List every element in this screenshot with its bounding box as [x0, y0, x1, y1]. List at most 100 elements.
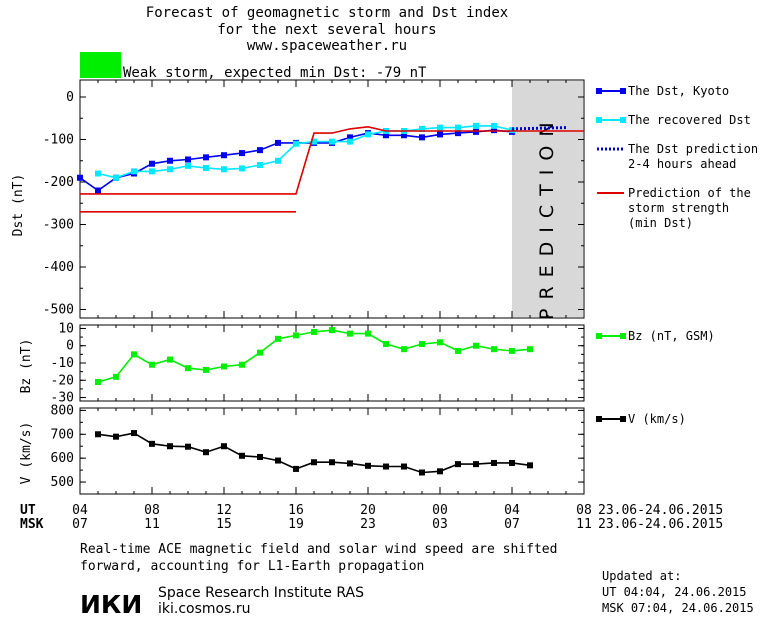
dst-series-0-point [167, 157, 173, 164]
dst-y-tick-label: -400 [43, 260, 74, 275]
v-y-tick-label: 800 [51, 403, 74, 418]
msk-tick-label: 03 [432, 517, 448, 532]
dst-series-0-point [239, 150, 245, 157]
chart-title-line-1: Forecast of geomagnetic storm and Dst in… [146, 5, 508, 21]
dst-series-0-point [383, 132, 389, 139]
ut-tick-label: 16 [288, 503, 304, 518]
dst-series-1-point [455, 124, 461, 131]
dst-series-1-point [185, 162, 191, 169]
msk-tick-label: 15 [216, 517, 232, 532]
legend-storm-strength-label: Prediction of the storm strength (min Ds… [628, 186, 758, 230]
bz-series-0-point [95, 379, 101, 385]
dst-series-1-point [257, 162, 263, 168]
v-series-0-point [167, 443, 173, 450]
dst-y-tick-label: -200 [43, 175, 74, 190]
bz-series-0-point [203, 366, 209, 373]
bz-series-0-point [365, 330, 371, 337]
bz-y-tick-label: 10 [58, 321, 74, 336]
legend-bz-label: Bz (nT, GSM) [628, 329, 715, 343]
dst-series-0-point [221, 152, 227, 159]
bz-series-0-point [275, 335, 281, 342]
v-series-0-point [239, 452, 245, 459]
bz-series-0-point [257, 349, 263, 356]
v-y-tick-label: 600 [51, 451, 74, 466]
msk-tick-label: 23 [360, 517, 376, 532]
dst-series-1-point [329, 138, 335, 145]
bz-series-0-point [527, 346, 533, 353]
v-axis-label: V (km/s) [19, 422, 34, 485]
footer-note-line-2: forward, accounting for L1-Earth propaga… [80, 559, 424, 574]
legend-dst-kyoto-marker [596, 88, 602, 94]
v-series-0-point [455, 461, 461, 468]
dst-series-1-point [95, 170, 101, 177]
ut-tick-label: 12 [216, 503, 232, 518]
dst-series-1-point [293, 140, 299, 147]
dst-series-0-point [275, 139, 281, 146]
v-series-0-point [419, 469, 425, 476]
dst-series-1-point [365, 131, 371, 138]
dst-series-1-point [113, 174, 119, 181]
bz-series-0-line [97, 329, 531, 383]
v-panel-frame [79, 407, 585, 495]
v-series-0-point [401, 463, 407, 470]
bz-y-tick-label: -30 [51, 391, 74, 406]
dst-series-1-point [221, 166, 227, 173]
bz-series-0-point [185, 365, 191, 372]
updated-ut: UT 04:04, 24.06.2015 [602, 585, 747, 599]
msk-date-range: 23.06-24.06.2015 [598, 517, 723, 532]
msk-row-label: MSK [20, 517, 44, 532]
bz-y-tick-label: -20 [51, 373, 74, 388]
msk-tick-label: 11 [576, 517, 592, 532]
dst-series-0-point [401, 132, 407, 139]
bz-axis-label: Bz (nT) [19, 339, 34, 394]
v-y-tick-label: 500 [51, 475, 74, 490]
legend-bz-marker [620, 333, 626, 339]
v-series-0-point [113, 433, 119, 440]
dst-series-0-point [473, 128, 479, 135]
dst-series-0-line [79, 129, 513, 192]
bz-series-0-point [491, 346, 497, 353]
dst-series-1-point [311, 138, 317, 145]
v-series-0-point [203, 449, 209, 456]
bz-series-0-point [401, 346, 407, 353]
bz-series-0-point [329, 327, 335, 334]
bz-series-0-point [455, 347, 461, 354]
ut-row-label: UT [20, 503, 36, 518]
bz-series-0-point [113, 373, 119, 380]
dst-series-1-point [437, 124, 443, 131]
ut-tick-label: 00 [432, 503, 448, 518]
v-series-0-point [275, 457, 281, 464]
dst-series-0-point [257, 147, 263, 154]
v-series-0-point [527, 462, 533, 469]
dst-series-0-point [437, 131, 443, 138]
ut-tick-label: 04 [72, 503, 88, 518]
footer-note-line-1: Real-time ACE magnetic field and solar w… [80, 542, 557, 557]
institute-name: Space Research Institute RAS [158, 585, 364, 601]
ut-tick-label: 04 [504, 503, 520, 518]
updated-msk: MSK 07:04, 24.06.2015 [602, 601, 754, 615]
legend-recovered-dst-marker [596, 117, 602, 123]
chart-title-line-2: for the next several hours [217, 22, 436, 38]
dst-series-1-point [491, 122, 497, 129]
v-series-0-point [383, 463, 389, 470]
bz-series-0-point [221, 363, 227, 370]
v-y-tick-label: 700 [51, 427, 74, 442]
bz-y-tick-label: -10 [51, 356, 74, 371]
legend-bz-marker [596, 333, 602, 339]
dst-series-2-line [511, 126, 567, 131]
storm-level-label: Weak storm, expected min Dst: -79 nT [123, 65, 427, 81]
dst-series-0-point [185, 156, 191, 163]
ut-tick-label: 20 [360, 503, 376, 518]
dst-series-0-point [149, 160, 155, 167]
dst-series-1-point [131, 168, 137, 175]
dst-series-1-point [149, 168, 155, 175]
v-series-0-point [257, 453, 263, 460]
bz-series-0-point [167, 356, 173, 363]
dst-series-0-point [95, 187, 101, 194]
prediction-region [512, 81, 583, 317]
msk-tick-label: 07 [504, 517, 520, 532]
bz-series-0-point [437, 339, 443, 346]
dst-series-1-point [473, 122, 479, 129]
dst-panel-frame [79, 79, 585, 319]
prediction-label: PREDICTION [536, 113, 558, 320]
